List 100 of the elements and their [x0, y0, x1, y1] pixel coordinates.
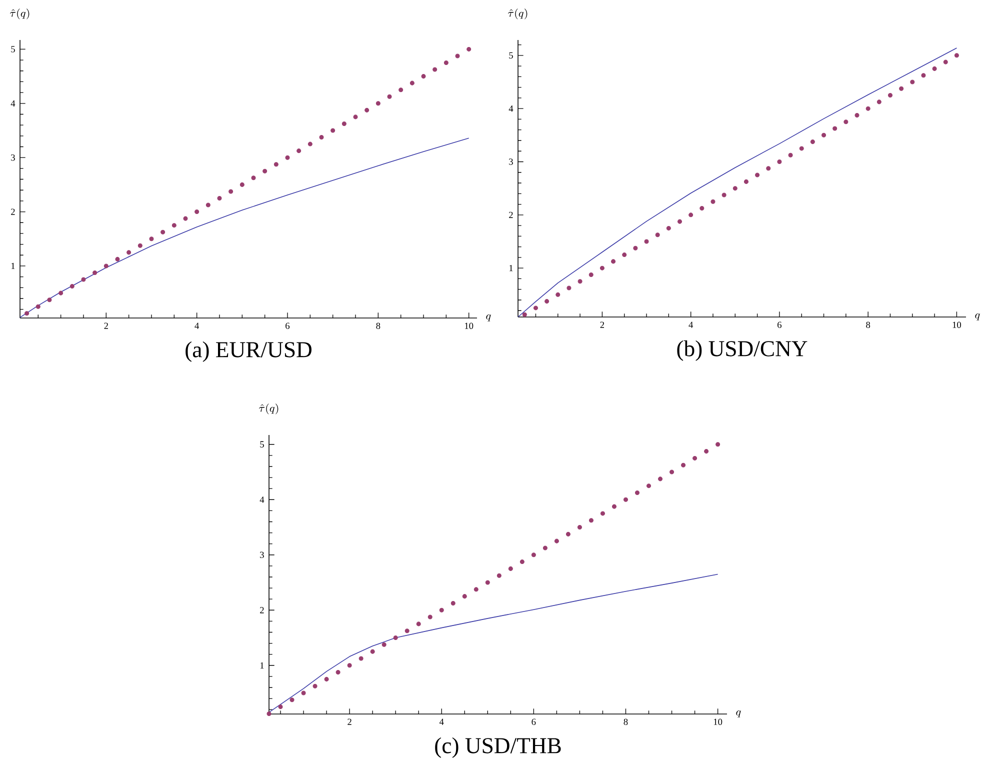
point [681, 462, 686, 468]
point [612, 504, 617, 509]
point [954, 53, 959, 58]
line-series [518, 48, 958, 318]
x-tick-label: 8 [624, 718, 628, 725]
y-tick-label: 4 [10, 100, 16, 106]
y-tick-label: 5 [509, 52, 513, 59]
point [393, 635, 398, 640]
x-tick-label: 2 [104, 322, 108, 329]
x-tick-label: 2 [348, 718, 352, 725]
point [932, 66, 937, 71]
point [290, 698, 294, 702]
point [556, 292, 560, 297]
point [387, 94, 392, 99]
point [633, 246, 638, 250]
point [432, 67, 438, 72]
point [301, 690, 306, 696]
y-tick-label: 3 [509, 158, 513, 165]
x-tick-label: 4 [688, 322, 694, 328]
point [646, 484, 652, 488]
point [404, 628, 410, 634]
point [577, 524, 582, 530]
point [330, 128, 336, 133]
point [777, 159, 782, 164]
point [566, 532, 570, 536]
point [910, 80, 915, 84]
point [766, 166, 771, 171]
point [278, 704, 283, 710]
point [262, 168, 268, 174]
y-tick-label: 1 [11, 262, 15, 270]
x-tick-label: 6 [286, 322, 290, 329]
point [428, 614, 432, 620]
point [450, 600, 456, 606]
point [308, 142, 312, 146]
point [444, 60, 448, 66]
point [474, 587, 478, 592]
point [644, 239, 649, 244]
point [732, 186, 738, 191]
point [217, 196, 222, 201]
point [160, 230, 166, 234]
y-tick-label: 2 [11, 208, 15, 215]
point [658, 476, 663, 482]
point [677, 219, 682, 224]
point [324, 676, 329, 682]
point [522, 312, 527, 317]
point [126, 250, 132, 255]
y-tick-label: 4 [508, 106, 514, 112]
point [634, 490, 640, 496]
point [36, 304, 40, 309]
point [810, 140, 815, 144]
point [398, 88, 404, 92]
point [47, 298, 52, 302]
point [421, 74, 426, 79]
x-axis-title: $q$ [736, 710, 741, 718]
point [854, 112, 860, 118]
point [799, 146, 804, 151]
point [666, 226, 671, 230]
point [533, 306, 538, 310]
y-tick-label: 2 [509, 212, 513, 218]
point [542, 546, 548, 550]
point [296, 148, 302, 154]
point [462, 594, 467, 599]
point [364, 108, 370, 112]
point [508, 566, 513, 571]
point [319, 135, 324, 140]
point [410, 80, 414, 86]
point [788, 152, 793, 158]
point [312, 684, 318, 688]
point [888, 93, 893, 98]
x-tick-label: 8 [866, 322, 870, 328]
y-tick-label: 3 [260, 552, 264, 558]
point [416, 622, 421, 626]
point [688, 212, 694, 218]
text: (b) USD/CNY [677, 340, 808, 361]
point [755, 172, 760, 178]
point [347, 663, 352, 668]
point [274, 162, 278, 167]
x-tick-label: 4 [194, 322, 200, 329]
x-axis-title: $q$ [486, 314, 491, 322]
point [353, 114, 358, 120]
point [382, 642, 386, 647]
point [600, 266, 604, 270]
point [342, 121, 346, 126]
y-tick-label: 4 [260, 496, 264, 503]
point [370, 649, 375, 654]
point [496, 573, 502, 578]
point [578, 279, 582, 284]
point [622, 252, 627, 258]
point [92, 270, 98, 276]
point [24, 311, 30, 316]
point [455, 54, 460, 58]
y-tick-label: 1 [260, 662, 264, 668]
point [240, 182, 244, 187]
point [704, 449, 709, 454]
y-axis-title: $\hat{\tau}(q)$ [10, 8, 30, 20]
y-tick-label: 2 [260, 607, 264, 614]
y-tick-label: 1 [509, 265, 513, 272]
point [172, 223, 176, 228]
point [285, 155, 290, 160]
point [744, 179, 748, 184]
